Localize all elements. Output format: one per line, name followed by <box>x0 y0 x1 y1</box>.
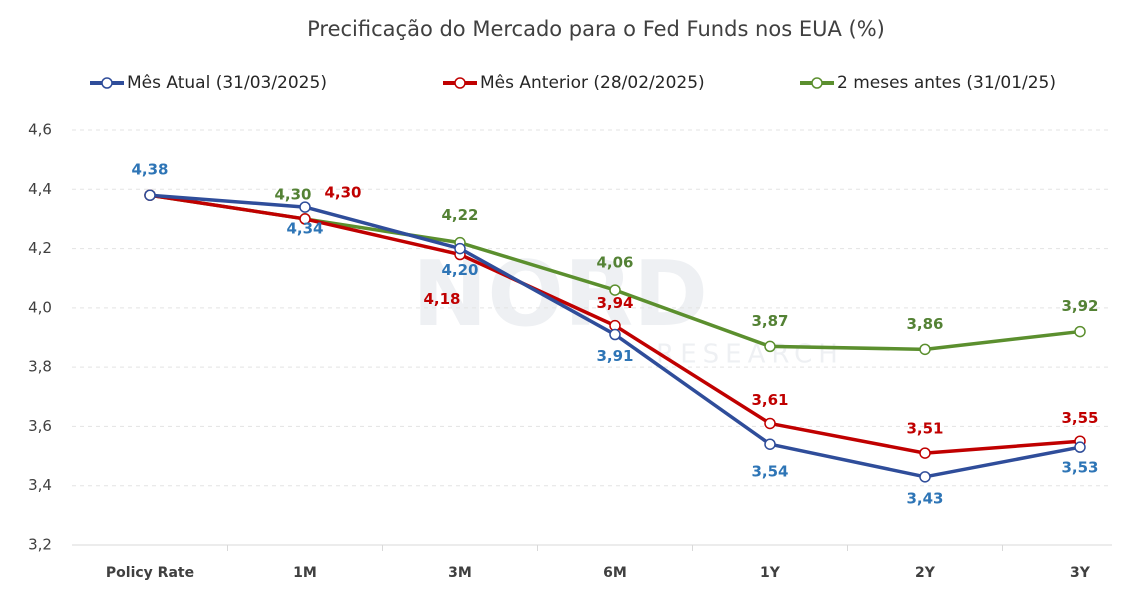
data-point <box>609 328 621 341</box>
legend-marker <box>101 77 113 89</box>
data-label: 4,38 <box>131 161 168 179</box>
data-point <box>1074 441 1086 453</box>
data-label: 3,91 <box>596 347 633 365</box>
data-point <box>299 201 311 213</box>
y-tick-label: 3,4 <box>28 476 52 494</box>
data-label: 4,34 <box>286 220 323 238</box>
y-tick-label: 3,2 <box>28 536 52 554</box>
y-tick-label: 4,6 <box>28 121 52 139</box>
data-point <box>919 447 931 459</box>
data-point <box>144 189 156 201</box>
data-point <box>609 284 621 296</box>
x-tick-label: 3Y <box>1070 565 1091 581</box>
watermark: RESEARCH <box>656 340 844 370</box>
data-label: 3,54 <box>751 463 788 481</box>
y-tick-label: 4,2 <box>28 239 52 257</box>
data-point <box>764 417 776 430</box>
legend-label: 2 meses antes (31/01/25) <box>837 73 1056 93</box>
data-label: 3,92 <box>1061 297 1098 315</box>
legend-marker <box>454 77 466 89</box>
data-label: 3,61 <box>751 391 788 409</box>
data-label: 3,94 <box>596 294 633 312</box>
x-tick-label: 2Y <box>915 565 936 581</box>
data-label: 3,86 <box>906 315 943 333</box>
data-label: 4,22 <box>441 206 478 224</box>
legend-label: Mês Anterior (28/02/2025) <box>480 73 705 93</box>
legend-marker <box>811 77 823 89</box>
data-point <box>919 343 931 356</box>
y-tick-label: 4,0 <box>28 298 52 316</box>
y-tick-label: 3,8 <box>28 358 52 376</box>
data-point <box>919 471 931 483</box>
data-label: 3,87 <box>751 312 788 330</box>
data-label: 4,30 <box>274 185 311 203</box>
data-point <box>454 242 466 255</box>
data-point <box>764 438 776 450</box>
legend-label: Mês Atual (31/03/2025) <box>127 73 327 93</box>
data-label: 3,43 <box>906 489 943 507</box>
chart-title: Precificação do Mercado para o Fed Funds… <box>307 17 885 41</box>
data-label: 3,51 <box>906 420 943 438</box>
data-label: 4,06 <box>596 254 633 272</box>
x-tick-label: Policy Rate <box>106 565 194 581</box>
data-point <box>1074 325 1086 338</box>
y-tick-label: 4,4 <box>28 180 52 198</box>
y-tick-label: 3,6 <box>28 417 52 435</box>
data-point <box>299 213 311 225</box>
x-tick-label: 6M <box>603 565 627 581</box>
data-label: 4,18 <box>423 290 460 308</box>
data-label: 4,30 <box>324 183 361 201</box>
x-tick-label: 3M <box>448 565 472 581</box>
data-label: 3,53 <box>1061 459 1098 477</box>
x-tick-label: 1Y <box>760 565 781 581</box>
data-label: 3,55 <box>1061 409 1098 427</box>
data-label: 4,20 <box>441 261 478 279</box>
data-point <box>764 340 776 353</box>
x-tick-label: 1M <box>293 565 317 581</box>
